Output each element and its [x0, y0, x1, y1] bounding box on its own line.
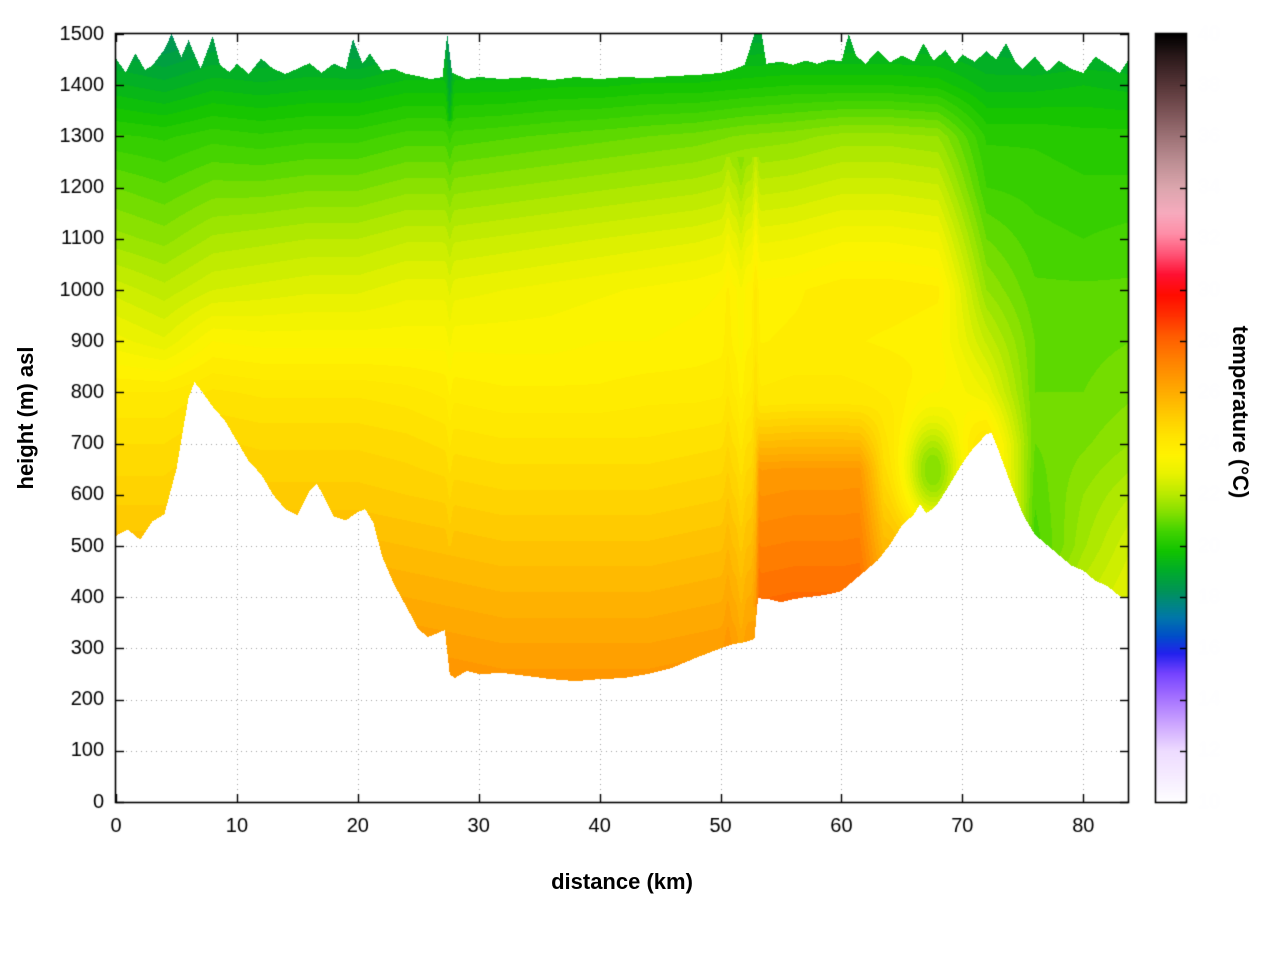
y-axis-label: height (m) asl — [13, 346, 38, 490]
x-axis-label: distance (km) — [551, 869, 693, 894]
colorbar-label: temperature (°C) — [1228, 325, 1253, 499]
